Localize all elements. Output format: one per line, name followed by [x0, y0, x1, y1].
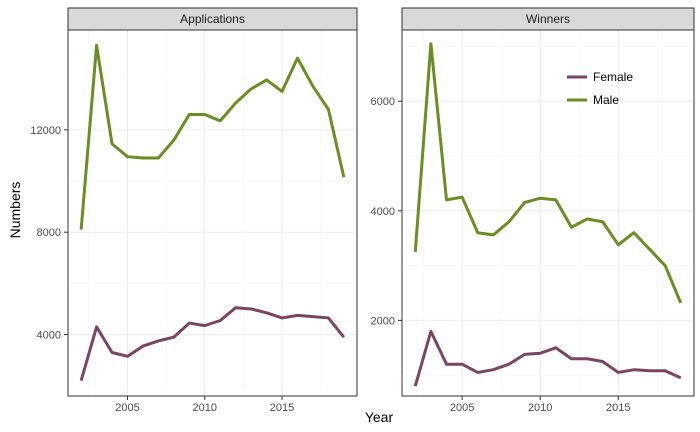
x-tick-label: 2005	[450, 402, 474, 414]
plot-area	[402, 30, 694, 396]
y-tick-label: 4000	[37, 330, 61, 342]
series-line-female	[79, 306, 346, 382]
x-tick-label: 2010	[193, 402, 217, 414]
series-line-male	[79, 43, 346, 230]
y-tick-label: 2000	[371, 315, 395, 327]
panel-border	[67, 29, 358, 397]
legend-label-male: Male	[593, 93, 619, 107]
panel-applications: Applications 4000 8000 12000 2005 2010 2015	[30, 7, 358, 414]
panel-border	[401, 29, 695, 397]
panel-title: Winners	[526, 12, 570, 26]
y-axis-title: Numbers	[7, 182, 23, 239]
x-tick-label: 2015	[606, 402, 630, 414]
x-tick-label: 2005	[115, 402, 139, 414]
y-tick-label: 12000	[30, 125, 61, 137]
x-tick-label: 2015	[270, 402, 294, 414]
series-line-female	[413, 329, 682, 387]
legend: Female Male	[567, 70, 633, 107]
x-tick-label: 2010	[528, 402, 552, 414]
legend-label-female: Female	[593, 70, 633, 84]
panel-title: Applications	[180, 12, 245, 26]
y-tick-label: 6000	[371, 96, 395, 108]
y-tick-label: 8000	[37, 227, 61, 239]
y-tick-label: 4000	[371, 206, 395, 218]
panel-winners: Winners 2000 4000 6000 2005 2010 2015	[371, 7, 695, 414]
series-line-male	[413, 42, 683, 304]
x-axis-title: Year	[365, 409, 394, 425]
